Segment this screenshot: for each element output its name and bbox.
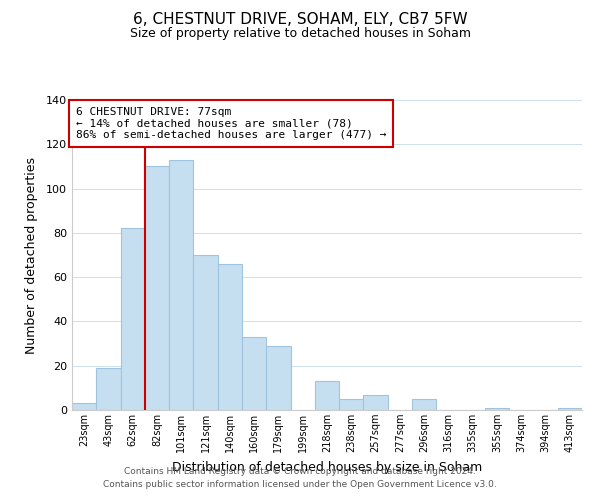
Bar (558, 408, 582, 410)
Text: 6 CHESTNUT DRIVE: 77sqm
← 14% of detached houses are smaller (78)
86% of semi-de: 6 CHESTNUT DRIVE: 77sqm ← 14% of detache… (76, 106, 386, 140)
Bar (218, 264, 242, 410)
X-axis label: Distribution of detached houses by size in Soham: Distribution of detached houses by size … (172, 460, 482, 473)
Bar (412, 399, 436, 410)
Bar (485, 408, 509, 410)
Bar (266, 346, 290, 410)
Text: Contains public sector information licensed under the Open Government Licence v3: Contains public sector information licen… (103, 480, 497, 489)
Bar (72, 404, 96, 410)
Bar (169, 160, 193, 410)
Bar (242, 337, 266, 410)
Bar (339, 399, 364, 410)
Bar (364, 394, 388, 410)
Y-axis label: Number of detached properties: Number of detached properties (25, 156, 38, 354)
Bar (96, 368, 121, 410)
Bar (121, 228, 145, 410)
Bar (315, 381, 339, 410)
Text: Size of property relative to detached houses in Soham: Size of property relative to detached ho… (130, 28, 470, 40)
Bar (193, 255, 218, 410)
Bar (145, 166, 169, 410)
Text: Contains HM Land Registry data © Crown copyright and database right 2024.: Contains HM Land Registry data © Crown c… (124, 467, 476, 476)
Text: 6, CHESTNUT DRIVE, SOHAM, ELY, CB7 5FW: 6, CHESTNUT DRIVE, SOHAM, ELY, CB7 5FW (133, 12, 467, 28)
